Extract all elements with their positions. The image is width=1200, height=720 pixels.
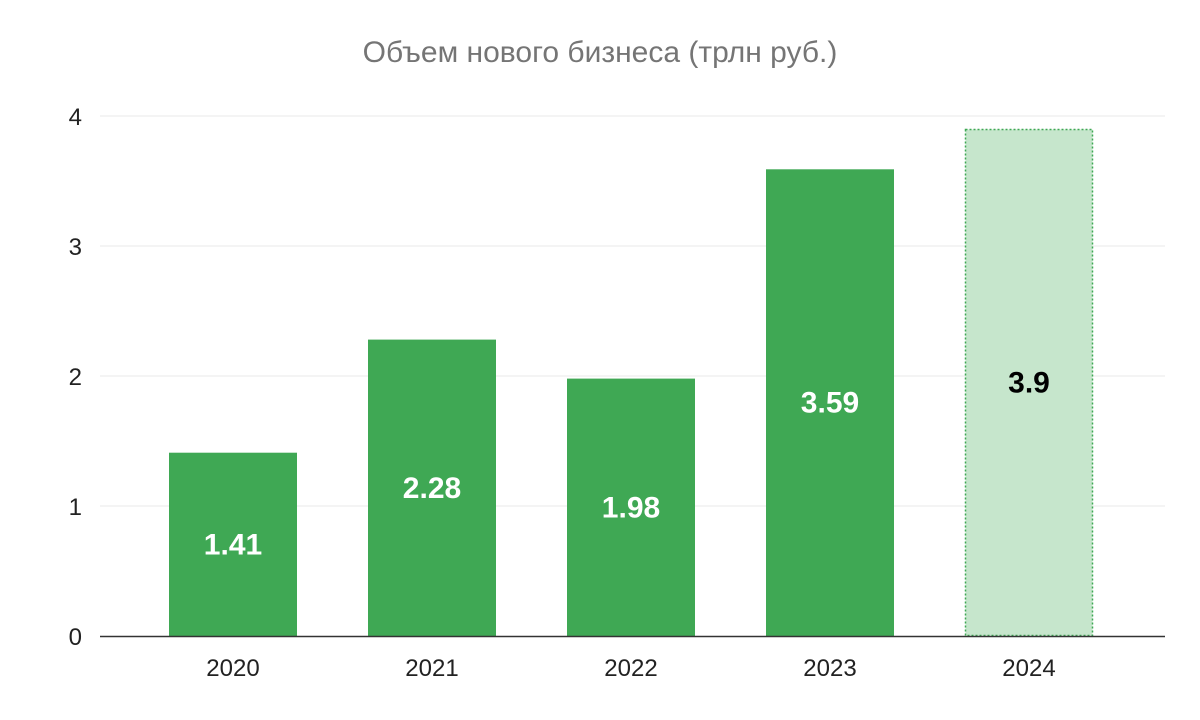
data-label: 1.98 xyxy=(602,491,660,524)
data-label: 3.9 xyxy=(1008,367,1050,400)
x-tick-label: 2020 xyxy=(206,655,259,682)
x-axis-ticks: 2020 2021 2022 2023 2024 xyxy=(206,655,1055,682)
y-tick-label: 1 xyxy=(69,494,82,521)
bar-2023 xyxy=(766,169,894,637)
bars xyxy=(169,128,1094,637)
y-tick-label: 4 xyxy=(69,104,82,131)
bar-2021 xyxy=(368,339,496,636)
bar-2024 xyxy=(964,128,1094,637)
data-label: 1.41 xyxy=(204,528,262,561)
y-tick-label: 2 xyxy=(69,364,82,391)
y-axis-ticks: 0 1 2 3 4 xyxy=(69,104,82,651)
x-tick-label: 2022 xyxy=(604,655,657,682)
chart-title: Объем нового бизнеса (трлн руб.) xyxy=(362,36,838,69)
y-tick-label: 3 xyxy=(69,234,82,261)
data-label: 3.59 xyxy=(801,387,859,420)
x-tick-label: 2021 xyxy=(405,655,458,682)
x-tick-label: 2023 xyxy=(803,655,856,682)
x-tick-label: 2024 xyxy=(1002,655,1055,682)
y-tick-label: 0 xyxy=(69,624,82,651)
bar-2022 xyxy=(567,378,695,636)
data-labels: 1.41 2.28 1.98 3.59 3.9 xyxy=(204,367,1050,562)
bar-2020 xyxy=(169,452,297,636)
data-label: 2.28 xyxy=(403,472,461,505)
